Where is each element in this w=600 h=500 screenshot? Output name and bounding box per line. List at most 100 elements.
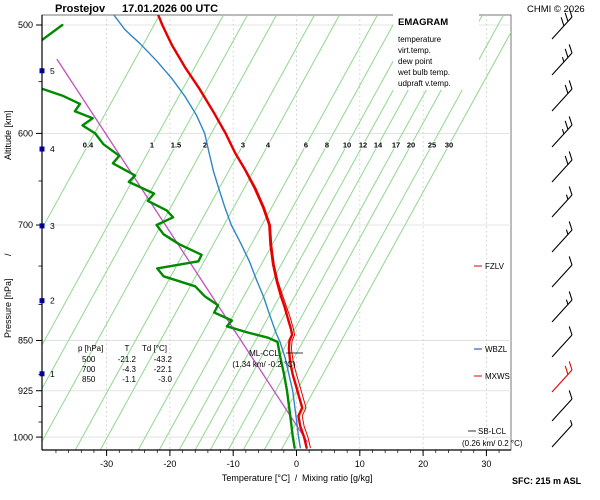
wind-barb	[551, 361, 573, 393]
wind-barbs	[551, 8, 573, 448]
legend-background	[393, 14, 479, 90]
updraft-virt-temp-curve	[56, 58, 308, 443]
altitude-axis-label: Altitude [km]	[3, 110, 13, 160]
mixing-ratio-label: 1.5	[171, 141, 181, 150]
temperature-axis-label: Temperature [°C]	[222, 473, 290, 483]
mixing-ratio-label: 3	[241, 141, 245, 150]
wbzl-annotation: WBZL	[474, 345, 508, 354]
mixing-ratio-line	[42, 15, 224, 347]
mixing-ratio-label: 17	[392, 141, 400, 150]
wind-barb	[551, 8, 573, 40]
dew-point-upper-curve	[42, 23, 64, 42]
level-table: p [hPa] T Td [°C] 500 -21.2 -43.2 700 -4…	[78, 344, 173, 384]
mixing-ratio-label: 6	[304, 141, 308, 150]
mixing-axis-label: Mixing ratio [g/kg]	[302, 473, 373, 483]
legend-item-updraft: udpraft v.temp.	[398, 79, 451, 88]
mxws-label: MXWS	[485, 372, 510, 381]
temperature-tick-label: 10	[355, 459, 365, 469]
mixing-ratio-label: 10	[343, 141, 351, 150]
legend-title: EMAGRAM	[398, 17, 448, 28]
table-row-td: -43.2	[154, 355, 173, 364]
wind-barb	[551, 256, 573, 288]
mixing-ratio-line	[42, 15, 248, 390]
mixing-ratio-label: 0.4	[83, 141, 94, 150]
mixing-ratio-label: 25	[428, 141, 436, 150]
mixing-ratio-line	[280, 31, 511, 450]
mixing-ratio-label: 2	[203, 141, 207, 150]
surface-elevation-label: SFC: 215 m ASL	[512, 476, 582, 486]
wind-barb	[551, 420, 573, 448]
wind-barb	[551, 221, 573, 253]
altitude-tick-label: 5	[50, 66, 55, 76]
pressure-tick-label: 850	[18, 336, 33, 346]
wbzl-label: WBZL	[485, 345, 508, 354]
table-row-t: -4.3	[122, 365, 136, 374]
sounding-datetime: 17.01.2026 00 UTC	[122, 3, 218, 15]
mixing-ratio-label: 1	[150, 141, 154, 150]
table-header-td: Td [°C]	[142, 344, 167, 353]
pressure-axis-label: Pressure [hPa]	[3, 278, 13, 338]
pressure-tick-label: 925	[18, 386, 33, 396]
table-row-td: -22.1	[154, 365, 173, 374]
legend-item-wet-bulb: wet bulb temp.	[397, 68, 450, 77]
mixing-ratio-line	[42, 15, 277, 443]
legend-item-virt-temp: virt.temp.	[398, 46, 431, 55]
temperature-tick-label: -10	[227, 459, 240, 469]
mixing-ratio-label: 14	[374, 141, 383, 150]
table-header-p: p [hPa]	[78, 344, 103, 353]
altitude-tick-label: 1	[50, 369, 55, 379]
axis-label-separator: /	[3, 253, 13, 256]
temperature-tick-label: -20	[163, 459, 176, 469]
wind-barb	[551, 291, 573, 323]
ml-ccl-value: (1.34 km/ -0.2 °C)	[232, 360, 296, 369]
fzlv-annotation: FZLV	[474, 262, 505, 271]
temperature-tick-label: -30	[100, 459, 113, 469]
wind-barb	[551, 44, 573, 76]
temperature-tick-label: 30	[481, 459, 491, 469]
left-axis-captions: Pressure [hPa] / Altitude [km]	[3, 110, 13, 338]
mixing-ratio-line	[99, 15, 340, 450]
wind-barb	[551, 116, 573, 148]
mxws-annotation: MXWS	[474, 372, 510, 381]
pressure-tick-label: 500	[18, 20, 33, 30]
credit-label: CHMI © 2026	[527, 4, 585, 15]
wind-barb	[551, 80, 573, 112]
table-row-t: -1.1	[122, 375, 136, 384]
altitude-tick-label: 2	[50, 296, 55, 306]
table-row-p: 500	[82, 355, 96, 364]
mixing-ratio-label: 8	[325, 141, 329, 150]
mixing-ratio-line	[158, 15, 399, 450]
mixing-ratio-label: 12	[359, 141, 367, 150]
legend-item-temperature: temperature	[398, 35, 442, 44]
wind-barb	[551, 151, 573, 183]
mixing-ratio-label: 4	[266, 141, 271, 150]
mixing-ratio-line	[42, 15, 160, 230]
bottom-axis-separator: /	[295, 473, 298, 483]
legend-item-dew-point: dew point	[398, 57, 433, 66]
table-header-t: T	[125, 344, 130, 353]
dew-point-curve	[42, 87, 296, 449]
sb-lcl-annotation: SB-LCL (0.26 km/ 0.2 °C)	[462, 427, 523, 448]
table-row-p: 850	[82, 375, 96, 384]
mixing-ratio-line	[137, 15, 378, 450]
temperature-tick-label: 0	[294, 459, 299, 469]
temperature-curve	[156, 15, 308, 449]
mixing-ratio-label: 20	[407, 141, 415, 150]
pressure-tick-label: 700	[18, 220, 33, 230]
pressure-tick-label: 600	[18, 129, 33, 139]
altitude-tick-label: 3	[50, 221, 55, 231]
ml-ccl-annotation: ML-CCL (1.34 km/ -0.2 °C)	[232, 349, 303, 369]
temperature-tick-label: 20	[418, 459, 428, 469]
sb-lcl-label: SB-LCL	[478, 427, 507, 436]
table-row-td: -3.0	[158, 375, 172, 384]
mixing-ratio-line	[74, 15, 315, 450]
mixing-ratio-label: 30	[445, 141, 453, 150]
sounding-curves	[42, 15, 311, 449]
sb-lcl-value: (0.26 km/ 0.2 °C)	[462, 439, 523, 448]
fzlv-label: FZLV	[485, 262, 505, 271]
wind-barb	[551, 326, 573, 358]
station-title: Prostejov	[55, 3, 106, 15]
altitude-tick-label: 4	[50, 144, 55, 154]
